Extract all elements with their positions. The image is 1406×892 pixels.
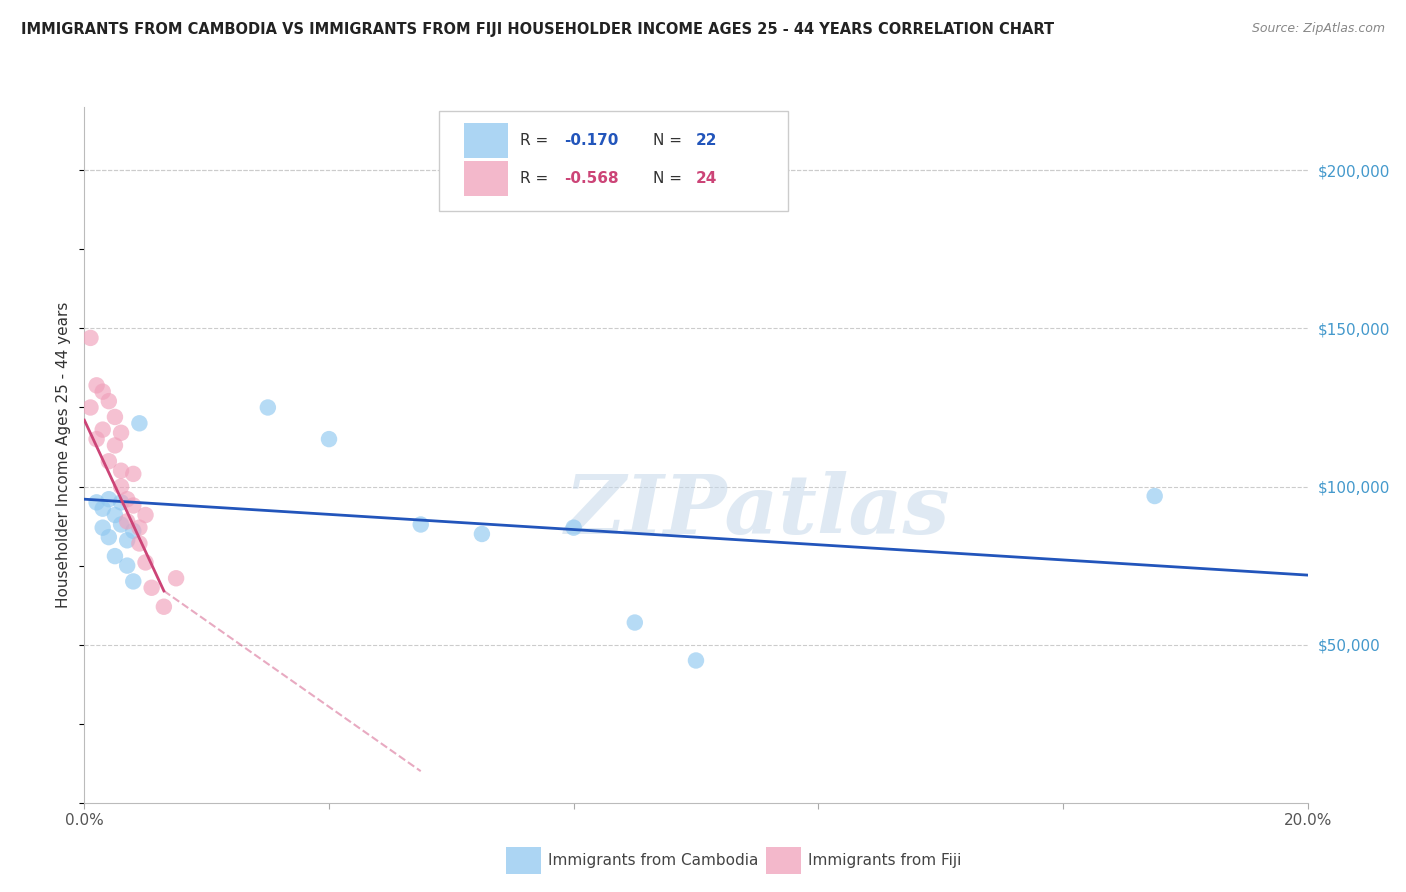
Text: IMMIGRANTS FROM CAMBODIA VS IMMIGRANTS FROM FIJI HOUSEHOLDER INCOME AGES 25 - 44: IMMIGRANTS FROM CAMBODIA VS IMMIGRANTS F… xyxy=(21,22,1054,37)
Point xyxy=(91,501,114,516)
Point xyxy=(135,508,157,522)
Point xyxy=(91,384,114,399)
Point xyxy=(104,438,127,452)
Point xyxy=(97,454,120,468)
Point xyxy=(122,574,145,589)
Text: Immigrants from Fiji: Immigrants from Fiji xyxy=(808,854,962,868)
Text: -0.170: -0.170 xyxy=(564,133,619,148)
Point xyxy=(153,599,176,614)
Point xyxy=(1143,489,1166,503)
Point xyxy=(79,331,101,345)
Point xyxy=(86,432,108,446)
Point xyxy=(110,495,132,509)
Text: 22: 22 xyxy=(696,133,717,148)
Point xyxy=(141,581,163,595)
Point xyxy=(115,492,138,507)
FancyBboxPatch shape xyxy=(439,111,787,211)
FancyBboxPatch shape xyxy=(464,123,508,158)
Text: ZIPatlas: ZIPatlas xyxy=(564,471,950,550)
Point xyxy=(110,517,132,532)
Point xyxy=(624,615,647,630)
Text: R =: R = xyxy=(520,171,553,186)
Point xyxy=(110,479,132,493)
Text: R =: R = xyxy=(520,133,553,148)
Text: 24: 24 xyxy=(696,171,717,186)
Point xyxy=(115,558,138,573)
Point xyxy=(86,495,108,509)
Point xyxy=(79,401,101,415)
Text: Immigrants from Cambodia: Immigrants from Cambodia xyxy=(548,854,759,868)
Point xyxy=(257,401,280,415)
Point xyxy=(471,527,494,541)
Point xyxy=(128,536,150,550)
Point xyxy=(97,394,120,409)
Text: N =: N = xyxy=(654,171,688,186)
Point xyxy=(115,533,138,548)
Text: Source: ZipAtlas.com: Source: ZipAtlas.com xyxy=(1251,22,1385,36)
Point xyxy=(91,423,114,437)
Point xyxy=(86,378,108,392)
Point xyxy=(97,492,120,507)
Y-axis label: Householder Income Ages 25 - 44 years: Householder Income Ages 25 - 44 years xyxy=(56,301,72,608)
Point xyxy=(122,499,145,513)
Point xyxy=(97,530,120,544)
Point xyxy=(110,464,132,478)
Point xyxy=(122,524,145,538)
Point xyxy=(409,517,432,532)
FancyBboxPatch shape xyxy=(464,161,508,196)
Point xyxy=(685,653,707,667)
Text: -0.568: -0.568 xyxy=(564,171,619,186)
Point xyxy=(91,521,114,535)
Point xyxy=(115,514,138,528)
Point xyxy=(562,521,585,535)
Point xyxy=(104,549,127,563)
Point xyxy=(128,521,150,535)
Point xyxy=(122,467,145,481)
Point xyxy=(104,508,127,522)
Point xyxy=(318,432,340,446)
Point xyxy=(110,425,132,440)
Point xyxy=(165,571,187,585)
Point xyxy=(128,417,150,431)
Point xyxy=(135,556,157,570)
Point xyxy=(104,409,127,424)
Text: N =: N = xyxy=(654,133,688,148)
